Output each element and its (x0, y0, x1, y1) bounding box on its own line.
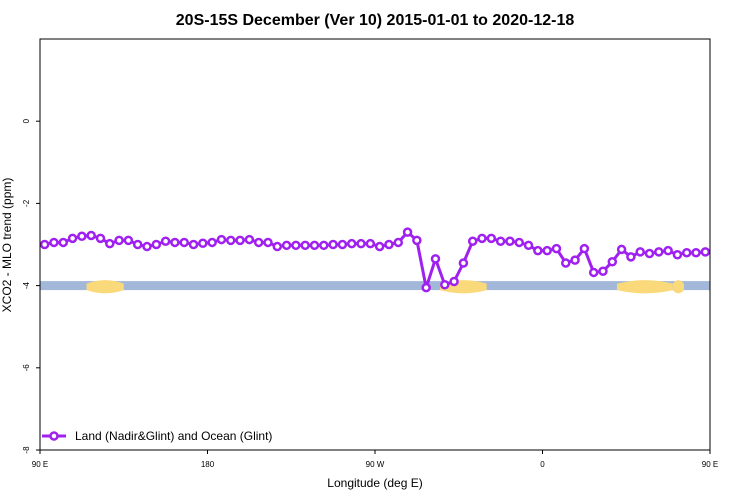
data-point (393, 237, 404, 248)
data-point (291, 240, 301, 251)
data-point (263, 237, 273, 248)
data-point (67, 233, 78, 244)
y-tick-label: -4 (22, 281, 31, 289)
legend-label: Land (Nadir&Glint) and Ocean (Glint) (75, 429, 272, 443)
data-point (495, 236, 506, 246)
data-point (374, 241, 385, 252)
data-point (309, 240, 320, 251)
data-point (58, 237, 69, 248)
ocean-band (40, 281, 710, 291)
y-tick-label: -6 (22, 364, 31, 372)
data-point (561, 258, 571, 268)
data-point (188, 239, 199, 250)
data-point (505, 236, 515, 246)
x-axis-label: Longitude (deg E) (327, 476, 422, 490)
data-point (244, 234, 255, 245)
x-tick-label: 0 (540, 460, 545, 469)
data-point (402, 227, 413, 237)
legend-marker (49, 431, 59, 441)
data-point (477, 233, 487, 244)
data-point (412, 235, 422, 246)
data-point (281, 240, 292, 251)
legend: Land (Nadir&Glint) and Ocean (Glint) (42, 429, 272, 443)
data-point (226, 235, 236, 246)
data-point (114, 235, 124, 246)
x-tick-label: 90 W (366, 460, 385, 469)
data-point (384, 239, 394, 250)
x-tick-label: 180 (201, 460, 215, 469)
series-line (44, 230, 706, 290)
data-point (151, 239, 162, 250)
land-segment (86, 280, 124, 294)
data-point (467, 236, 478, 246)
data-point (644, 248, 655, 259)
data-point (49, 237, 59, 248)
data-point (691, 247, 701, 258)
y-tick-label: -8 (22, 446, 31, 454)
data-point (570, 255, 580, 265)
data-point (216, 234, 227, 245)
data-point (700, 247, 711, 257)
data-point (626, 252, 636, 262)
data-point (440, 280, 450, 290)
chart-title: 20S-15S December (Ver 10) 2015-01-01 to … (176, 12, 575, 29)
data-point (616, 244, 627, 255)
data-point (486, 233, 497, 244)
data-point (346, 238, 357, 249)
data-point (39, 239, 50, 250)
data-point (123, 235, 134, 246)
data-point (579, 243, 590, 254)
data-point (337, 239, 348, 250)
land-segment (672, 280, 684, 294)
data-point (533, 245, 543, 256)
data-point (95, 233, 106, 244)
surface-band (40, 280, 710, 294)
data-point (356, 238, 366, 249)
data-point (588, 267, 599, 278)
data-point (272, 241, 283, 252)
data-point (598, 266, 608, 276)
data-point (328, 239, 338, 250)
data-point (681, 247, 692, 258)
land-segment (616, 280, 673, 294)
x-tick-label: 90 E (702, 460, 718, 469)
data-point (142, 241, 152, 252)
data-point (319, 240, 329, 251)
x-axis-ticks: 90 E 180 90 W 0 90 E (32, 450, 718, 469)
data-point (672, 250, 683, 260)
data-point (105, 238, 115, 249)
data-point (607, 257, 618, 267)
data-point (551, 243, 562, 254)
data-point (654, 247, 664, 257)
data-point (235, 235, 245, 246)
data-point (179, 237, 189, 248)
data-point (132, 239, 143, 250)
data-point (449, 276, 459, 287)
data-point (430, 254, 441, 264)
data-point (170, 237, 180, 248)
data-point (542, 245, 552, 256)
y-axis-label: XCO2 - MLO trend (ppm) (0, 178, 14, 313)
data-point (86, 230, 96, 241)
y-tick-label: -2 (22, 199, 31, 207)
data-point (253, 237, 264, 248)
data-point (514, 237, 524, 248)
data-point (77, 231, 87, 242)
data-point (300, 240, 310, 251)
data-point (523, 240, 534, 251)
y-tick-label: 0 (22, 118, 31, 123)
data-point (635, 247, 645, 257)
y-axis-ticks: 0 -2 -4 -6 -8 (22, 118, 40, 454)
data-point (663, 245, 673, 256)
data-point (207, 237, 217, 248)
data-point (421, 282, 431, 293)
x-tick-label: 90 E (32, 460, 48, 469)
data-point (365, 238, 376, 249)
data-point (458, 258, 469, 268)
data-point (160, 236, 171, 246)
data-point (198, 238, 208, 249)
series-layer (39, 227, 711, 293)
